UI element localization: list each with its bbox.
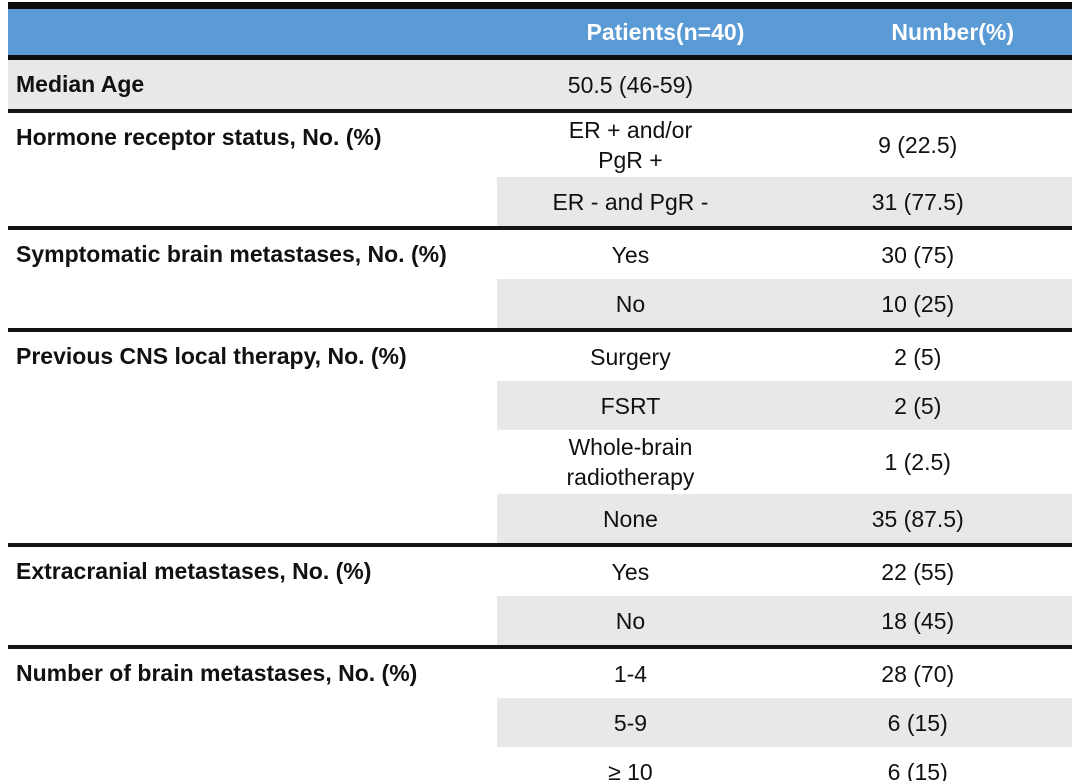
row-symptomatic-yes: Symptomatic brain metastases, No. (%) Ye… bbox=[8, 226, 1072, 330]
number-cell: 2 (5) bbox=[763, 381, 1072, 430]
table-header: Patients(n=40) Number(%) bbox=[8, 5, 1072, 60]
header-patients: Patients(n=40) bbox=[497, 5, 764, 60]
row-label: Symptomatic brain metastases, No. (%) bbox=[8, 226, 498, 330]
row-label: Previous CNS local therapy, No. (%) bbox=[8, 328, 498, 545]
number-cell: 6 (15) bbox=[763, 698, 1072, 747]
row-brainmets-5-9: 5-9 6 (15) bbox=[8, 698, 1072, 747]
row-extracranial-yes: Extracranial metastases, No. (%) Yes 22 … bbox=[8, 543, 1072, 647]
number-cell: 18 (45) bbox=[763, 596, 1072, 647]
row-label: Number of brain metastases, No. (%) bbox=[8, 645, 498, 781]
number-cell: 2 (5) bbox=[763, 328, 1072, 381]
header-row: Patients(n=40) Number(%) bbox=[8, 5, 1072, 60]
value-cell: Yes bbox=[497, 226, 764, 279]
number-cell: 31 (77.5) bbox=[763, 177, 1072, 228]
row-cns-surgery: Previous CNS local therapy, No. (%) Surg… bbox=[8, 328, 1072, 545]
value-cell: 5-9 bbox=[497, 698, 764, 747]
row-hormone-er-negative: ER - and PgR - 31 (77.5) bbox=[8, 177, 1072, 228]
header-empty-cell bbox=[8, 5, 498, 60]
row-hormone-er-positive: Hormone receptor status, No. (%) ER + an… bbox=[8, 109, 1072, 228]
number-cell: 1 (2.5) bbox=[884, 449, 951, 475]
header-number: Number(%) bbox=[763, 5, 1072, 60]
row-symptomatic-no: No 10 (25) bbox=[8, 279, 1072, 330]
number-cell: 10 (25) bbox=[763, 279, 1072, 330]
value-cell: None bbox=[497, 494, 764, 545]
number-cell: 6 (15) bbox=[887, 758, 948, 781]
row-label: Median Age bbox=[8, 57, 498, 111]
value-cell: No bbox=[497, 279, 764, 330]
value-cell: 1-4 bbox=[497, 645, 764, 698]
number-cell: 30 (75) bbox=[763, 226, 1072, 279]
value-cell: FSRT bbox=[497, 381, 764, 430]
row-extracranial-no: No 18 (45) bbox=[8, 596, 1072, 647]
value-cell: Whole-brain radiotherapy bbox=[566, 434, 695, 490]
number-cell: 28 (70) bbox=[763, 645, 1072, 698]
row-cns-fsrt: FSRT 2 (5) bbox=[8, 381, 1072, 430]
number-cell bbox=[763, 57, 1072, 111]
row-cns-wbrt: Whole-brain radiotherapy 1 (2.5) bbox=[8, 430, 1072, 494]
number-cell: 9 (22.5) bbox=[763, 109, 1072, 177]
value-cell: Surgery bbox=[497, 328, 764, 381]
value-cell: ER + and/or PgR + bbox=[497, 109, 764, 177]
row-brainmets-1-4: Number of brain metastases, No. (%) 1-4 … bbox=[8, 645, 1072, 781]
value-cell: ER - and PgR - bbox=[497, 177, 764, 228]
value-cell: ≥ 10 bbox=[608, 758, 653, 781]
value-cell: 50.5 (46-59) bbox=[497, 57, 764, 111]
number-cell: 35 (87.5) bbox=[763, 494, 1072, 545]
table-body: Median Age 50.5 (46-59) Hormone receptor… bbox=[8, 57, 1072, 781]
value-cell: Yes bbox=[497, 543, 764, 596]
patient-characteristics-table: Patients(n=40) Number(%) Median Age 50.5… bbox=[8, 2, 1072, 781]
row-median-age: Median Age 50.5 (46-59) bbox=[8, 57, 1072, 111]
row-cns-none: None 35 (87.5) bbox=[8, 494, 1072, 545]
number-cell: 22 (55) bbox=[763, 543, 1072, 596]
row-label: Hormone receptor status, No. (%) bbox=[8, 109, 498, 228]
row-brainmets-10plus: ≥ 10 6 (15) bbox=[8, 747, 1072, 781]
row-label: Extracranial metastases, No. (%) bbox=[8, 543, 498, 647]
value-cell: No bbox=[497, 596, 764, 647]
